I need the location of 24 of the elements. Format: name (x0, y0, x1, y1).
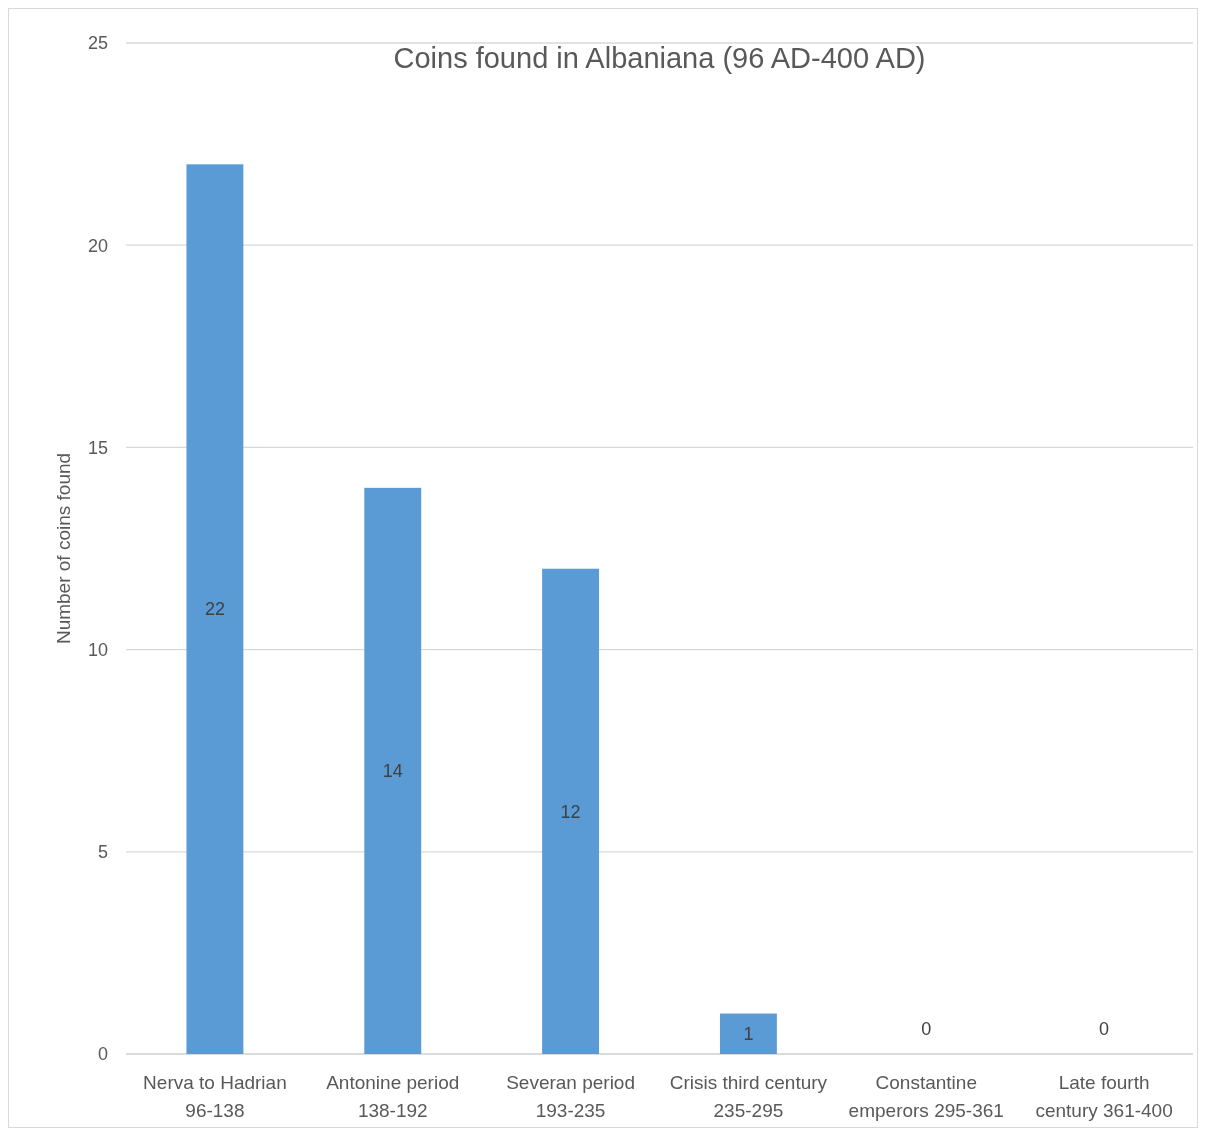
data-label: 0 (921, 1019, 932, 1040)
data-label: 1 (743, 1024, 754, 1045)
x-tick-label: Severan period 193-235 (506, 1072, 636, 1121)
y-tick-label: 20 (87, 235, 108, 256)
y-tick-label: 25 (87, 33, 108, 54)
y-tick-label: 5 (97, 842, 108, 863)
x-tick-label: Constantine emperors 295-361 (848, 1072, 1004, 1121)
data-label: 14 (382, 761, 403, 782)
bar (364, 487, 422, 1054)
x-tick-label: Antonine period 138-192 (326, 1072, 460, 1121)
y-tick-label: 0 (97, 1044, 108, 1065)
bar (186, 164, 244, 1054)
x-tick-label: Nerva to Hadrian 96-138 (143, 1072, 287, 1121)
x-tick-label: Crisis third century 235-295 (669, 1072, 828, 1121)
bar (542, 568, 600, 1054)
y-axis-title: Number of coins found (53, 452, 74, 645)
data-label: 12 (560, 801, 581, 822)
data-label: 0 (1099, 1019, 1110, 1040)
x-tick-label: Late fourth century 361-400 (1035, 1072, 1173, 1121)
data-label: 22 (204, 599, 225, 620)
y-tick-label: 10 (87, 639, 108, 660)
bar (719, 1013, 777, 1054)
y-tick-label: 15 (87, 437, 108, 458)
chart-title: Coins found in Albaniana (96 AD-400 AD) (393, 42, 926, 74)
